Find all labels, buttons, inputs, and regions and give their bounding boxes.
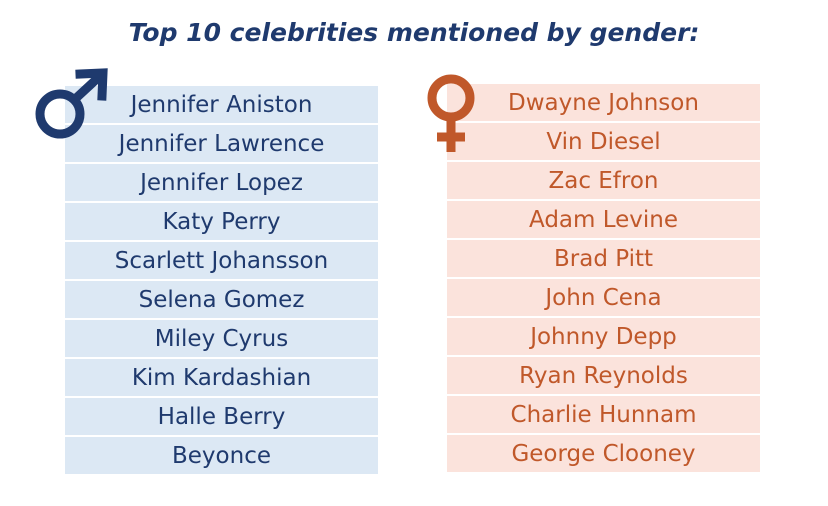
title: Top 10 celebrities mentioned by gender: xyxy=(128,18,700,47)
celebrity-name: Charlie Hunnam xyxy=(447,396,760,433)
celebrity-name: Johnny Depp xyxy=(447,318,760,355)
celebrity-name: George Clooney xyxy=(447,435,760,472)
venus-symbol xyxy=(427,74,475,152)
celebrity-name: Jennifer Aniston xyxy=(65,86,378,123)
celebrity-name: Beyonce xyxy=(65,437,378,474)
celebrity-name: Katy Perry xyxy=(65,203,378,240)
celebrity-name: Jennifer Lawrence xyxy=(65,125,378,162)
celebrity-name: Scarlett Johansson xyxy=(65,242,378,279)
celebrity-name: Jennifer Lopez xyxy=(65,164,378,201)
celebrity-name: Ryan Reynolds xyxy=(447,357,760,394)
female-list: Jennifer Aniston Jennifer Lawrence Jennife… xyxy=(65,86,378,476)
celebrity-name: Kim Kardashian xyxy=(65,359,378,396)
celebrity-name: Halle Berry xyxy=(65,398,378,435)
celebrity-name: Vin Diesel xyxy=(447,123,760,160)
celebrity-name: Brad Pitt xyxy=(447,240,760,277)
mars-symbol xyxy=(35,68,108,139)
celebrity-name: Adam Levine xyxy=(447,201,760,238)
celebrity-name: Dwayne Johnson xyxy=(447,84,760,121)
celebrity-name: Miley Cyrus xyxy=(65,320,378,357)
celebrity-name: Selena Gomez xyxy=(65,281,378,318)
celebrity-name: Zac Efron xyxy=(447,162,760,199)
celebrity-name: John Cena xyxy=(447,279,760,316)
male-list: Dwayne Johnson Vin Diesel Zac Efron Adam Le… xyxy=(447,84,760,474)
